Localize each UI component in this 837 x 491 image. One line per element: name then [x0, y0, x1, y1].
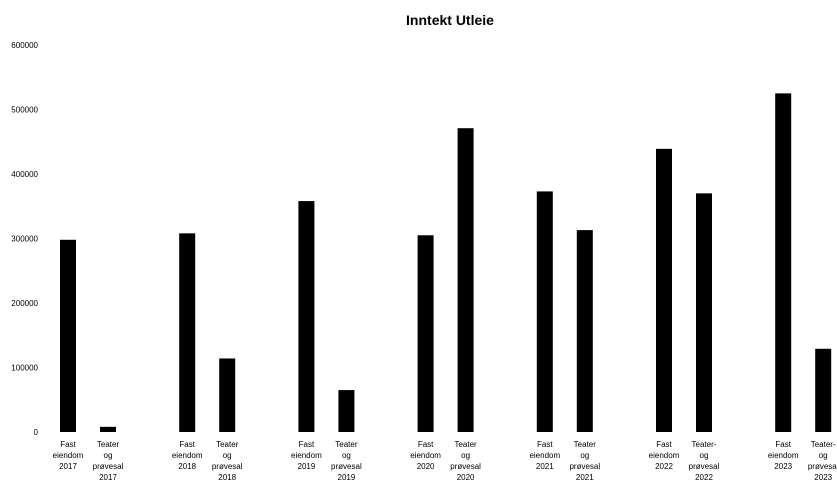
x-tick-label-line: prøvesal [212, 462, 243, 471]
x-tick-label-line: eiendom [172, 451, 203, 460]
x-tick-label-line: og [580, 451, 589, 460]
x-tick-label: Fast eiendom 2017 [53, 440, 84, 471]
x-tick-label: Fast eiendom 2022 [649, 440, 680, 471]
bar [696, 193, 712, 432]
x-tick-label-line: Fast [537, 440, 553, 449]
x-tick-label-line: 2022 [655, 462, 673, 471]
x-tick-label: Fast eiendom 2023 [768, 440, 799, 471]
x-tick-label-line: 2018 [218, 473, 236, 482]
bar [656, 148, 672, 432]
x-tick-label: Teater og prøvesal 2021 [569, 440, 600, 482]
bar [179, 233, 196, 432]
x-tick-label-line: Teater [335, 440, 358, 449]
x-tick-label-line: Teater- [811, 440, 836, 449]
x-tick-label-line: Teater- [692, 440, 717, 449]
x-tick-label: Teater og prøvesal 2019 [331, 440, 362, 482]
x-tick-label-line: og [342, 451, 351, 460]
x-tick-label-line: 2021 [536, 462, 554, 471]
y-axis-tick-labels: 0 100000 200000 300000 400000 500000 600000 [11, 41, 38, 437]
x-tick-label-line: 2023 [814, 473, 832, 482]
x-tick-label-line: Fast [60, 440, 76, 449]
x-tick-label-line: Fast [775, 440, 791, 449]
bar [338, 390, 355, 432]
bar [576, 230, 593, 432]
bar [60, 239, 76, 432]
y-tick-label: 0 [34, 428, 39, 437]
x-tick-label-line: Teater [97, 440, 120, 449]
x-axis-tick-labels: Fast eiendom 2017 Teater og prøvesal 2017 Fast e… [53, 440, 837, 482]
x-tick-label-line: 2021 [576, 473, 594, 482]
y-tick-label: 100000 [11, 364, 38, 373]
bar [417, 235, 434, 432]
x-tick-label-line: Teater [216, 440, 239, 449]
x-tick-label-line: 2017 [59, 462, 77, 471]
chart-title: Inntekt Utleie [406, 12, 494, 28]
y-tick-label: 200000 [11, 299, 38, 308]
bars-group [60, 93, 832, 432]
x-tick-label-line: Teater [574, 440, 597, 449]
x-tick-label: Teater og prøvesal 2018 [212, 440, 243, 482]
x-tick-label-line: prøvesal [689, 462, 720, 471]
x-tick-label: Teater-og prøvesal 2022 [689, 440, 720, 482]
x-tick-label-line: prøvesal [808, 462, 837, 471]
x-tick-label-line: prøvesal [93, 462, 124, 471]
x-tick-label-line: 2023 [774, 462, 792, 471]
x-tick-label-line: prøvesal [569, 462, 600, 471]
y-tick-label: 600000 [11, 41, 38, 50]
x-tick-label-line: og [223, 451, 232, 460]
x-tick-label-line: eiendom [529, 451, 560, 460]
x-tick-label-line: 2022 [695, 473, 713, 482]
x-tick-label-line: Fast [418, 440, 434, 449]
x-tick-label-line: 2020 [457, 473, 475, 482]
x-tick-label: Fast eiendom 2021 [529, 440, 560, 471]
x-tick-label-line: prøvesal [331, 462, 362, 471]
x-tick-label-line: eiendom [768, 451, 799, 460]
x-tick-label-line: Fast [656, 440, 672, 449]
y-tick-label: 400000 [11, 170, 38, 179]
bar [815, 348, 832, 432]
x-tick-label-line: 2017 [99, 473, 117, 482]
bar [298, 201, 315, 432]
y-tick-label: 300000 [11, 235, 38, 244]
y-tick-label: 500000 [11, 106, 38, 115]
x-tick-label-line: Fast [299, 440, 315, 449]
x-tick-label-line: 2018 [178, 462, 196, 471]
x-tick-label-line: og [461, 451, 470, 460]
x-tick-label: Teater-og prøvesal 2023 [808, 440, 837, 482]
bar [219, 358, 236, 432]
x-tick-label-line: og [700, 451, 709, 460]
x-tick-label: Teater og prøvesal 2017 [93, 440, 124, 482]
x-tick-label-line: 2020 [417, 462, 435, 471]
x-tick-label-line: 2019 [298, 462, 316, 471]
x-tick-label-line: 2019 [338, 473, 356, 482]
x-tick-label-line: Fast [179, 440, 195, 449]
x-tick-label-line: eiendom [649, 451, 680, 460]
x-tick-label: Teater og prøvesal 2020 [450, 440, 481, 482]
x-tick-label-line: og [104, 451, 113, 460]
x-tick-label-line: Teater [454, 440, 477, 449]
x-tick-label: Fast eiendom 2019 [291, 440, 322, 471]
x-tick-label: Fast eiendom 2020 [410, 440, 441, 471]
x-tick-label-line: eiendom [291, 451, 322, 460]
x-tick-label-line: eiendom [53, 451, 84, 460]
x-tick-label-line: og [819, 451, 828, 460]
x-tick-label: Fast eiendom 2018 [172, 440, 203, 471]
bar [536, 191, 553, 432]
x-tick-label-line: prøvesal [450, 462, 481, 471]
bar [457, 128, 474, 432]
x-tick-label-line: eiendom [410, 451, 441, 460]
bar [100, 426, 116, 432]
bar [775, 93, 792, 432]
